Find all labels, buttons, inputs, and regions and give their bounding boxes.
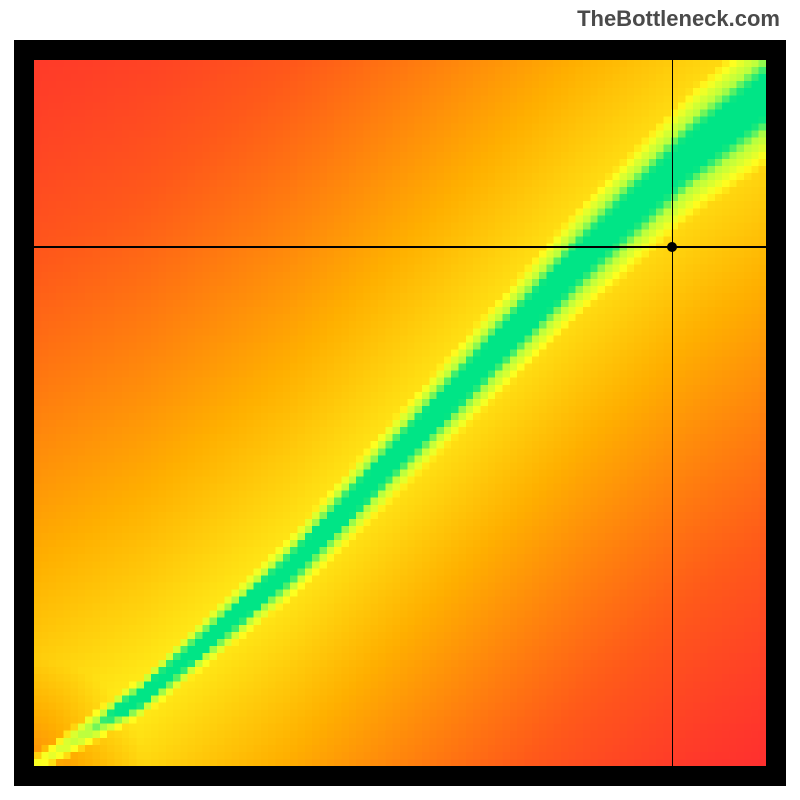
crosshair-horizontal <box>34 246 766 248</box>
selected-point-marker <box>667 242 677 252</box>
crosshair-vertical <box>672 60 674 766</box>
bottleneck-heatmap <box>34 60 766 766</box>
attribution-text: TheBottleneck.com <box>577 6 780 32</box>
